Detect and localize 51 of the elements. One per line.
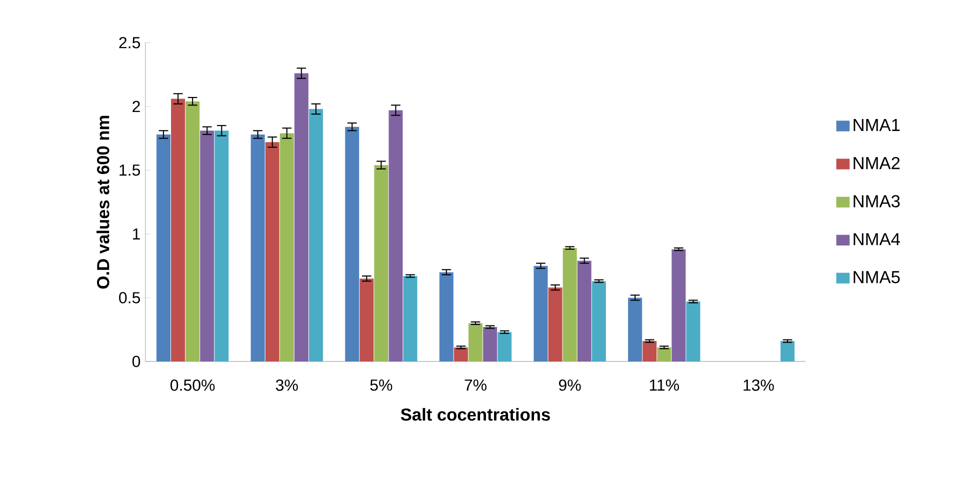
bar (657, 347, 672, 362)
x-tick-label: 13% (744, 379, 774, 391)
bar (562, 248, 577, 362)
bar (360, 278, 374, 362)
bar (345, 126, 360, 362)
y-tick-label: 1 (132, 228, 140, 240)
bar (548, 287, 562, 362)
bar (628, 297, 642, 362)
y-tick-label: 2.5 (119, 36, 140, 48)
legend-label: NMA5 (854, 270, 900, 284)
legend-label: NMA3 (854, 194, 900, 208)
y-tick-label: 1.5 (120, 164, 140, 176)
bar (250, 134, 265, 362)
bar (577, 260, 592, 362)
bar (156, 134, 170, 362)
bar (686, 301, 700, 362)
bar (642, 340, 657, 362)
bar (308, 108, 323, 362)
bar (294, 73, 308, 362)
bar (171, 98, 186, 362)
y-axis-title: O.D values at 600 nm (96, 116, 110, 288)
bar (483, 326, 498, 362)
x-tick-label: 0.50% (170, 379, 215, 391)
bar (214, 130, 229, 362)
y-tick-label: 2 (132, 100, 140, 112)
bar (265, 142, 280, 362)
legend-label: NMA2 (854, 156, 900, 169)
bar (280, 132, 294, 362)
bar (454, 347, 468, 362)
bar (780, 340, 795, 362)
y-tick-label: 0.5 (119, 292, 140, 304)
x-tick-label: 11% (650, 379, 679, 390)
bar (468, 322, 483, 362)
x-tick-label: 7% (464, 379, 486, 390)
bar (534, 266, 548, 362)
bar (200, 130, 214, 362)
x-tick-label: 3% (276, 379, 298, 391)
bar (498, 332, 512, 362)
bar (592, 280, 606, 362)
bar (672, 249, 686, 362)
y-tick-label: 0 (132, 356, 140, 367)
bar (388, 110, 403, 362)
bar (439, 272, 454, 362)
legend-label: NMA1 (854, 118, 900, 131)
x-axis-title: Salt cocentrations (400, 408, 550, 420)
x-tick-label: 5% (370, 379, 392, 391)
bar (403, 276, 418, 362)
bar (374, 164, 388, 362)
x-tick-label: 9% (559, 379, 581, 391)
bar (186, 101, 200, 362)
legend-label: NMA4 (854, 232, 900, 245)
